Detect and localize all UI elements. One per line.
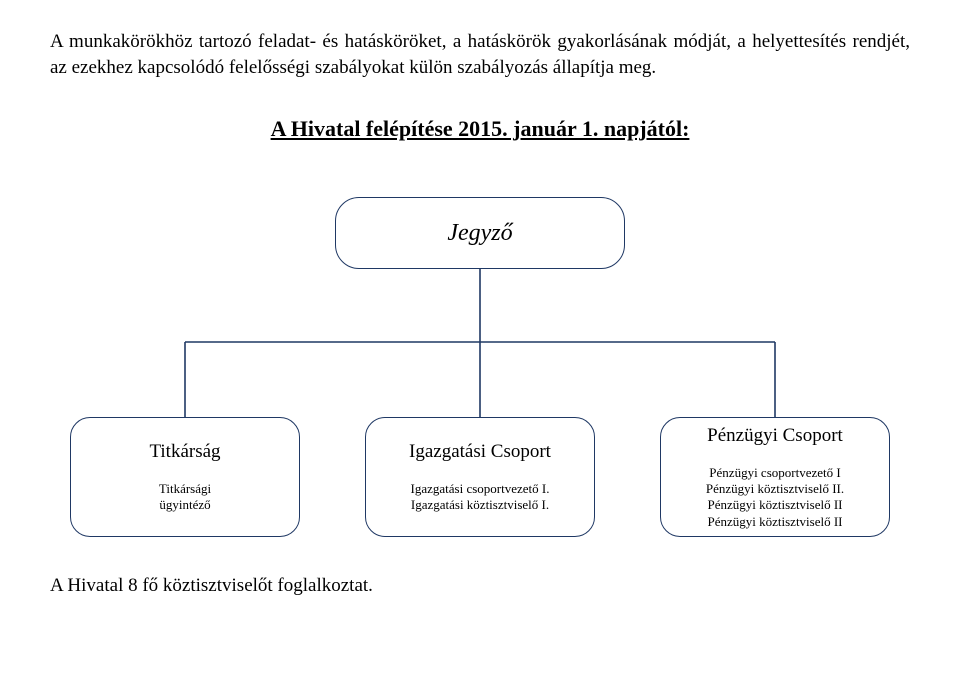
org-child-sub-line: Pénzügyi köztisztviselő II xyxy=(706,514,844,530)
org-child-node: Titkárság Titkárságiügyintéző xyxy=(70,417,300,537)
org-root-node: Jegyző xyxy=(335,197,625,269)
org-child-sub-line: Igazgatási köztisztviselő I. xyxy=(411,497,550,513)
org-child-title: Igazgatási Csoport xyxy=(409,441,551,463)
heading-wrap: A Hivatal felépítése 2015. január 1. nap… xyxy=(50,116,910,142)
intro-paragraph: A munkakörökhöz tartozó feladat- és hatá… xyxy=(50,29,910,81)
org-child-sub-line: Pénzügyi csoportvezető I xyxy=(706,465,844,481)
footer-line: A Hivatal 8 fő köztisztviselőt foglalkoz… xyxy=(50,575,910,597)
org-root-label: Jegyző xyxy=(447,220,512,247)
org-child-sub-line: Igazgatási csoportvezető I. xyxy=(411,481,550,497)
org-child-title: Titkárság xyxy=(149,441,220,463)
page-heading: A Hivatal felépítése 2015. január 1. nap… xyxy=(271,116,690,142)
org-chart: Jegyző Titkárság Titkárságiügyintéző Iga… xyxy=(50,197,910,537)
org-child-sub-line: ügyintéző xyxy=(159,497,211,513)
org-child-subs: Pénzügyi csoportvezető IPénzügyi köztisz… xyxy=(706,465,844,530)
org-child-sub-line: Pénzügyi köztisztviselő II xyxy=(706,497,844,513)
org-child-sub-line: Pénzügyi köztisztviselő II. xyxy=(706,481,844,497)
org-child-title: Pénzügyi Csoport xyxy=(707,425,843,447)
org-child-node: Igazgatási Csoport Igazgatási csoportvez… xyxy=(365,417,595,537)
org-child-sub-line: Titkársági xyxy=(159,481,211,497)
org-child-subs: Igazgatási csoportvezető I.Igazgatási kö… xyxy=(411,481,550,514)
org-child-node: Pénzügyi Csoport Pénzügyi csoportvezető … xyxy=(660,417,890,537)
org-child-subs: Titkárságiügyintéző xyxy=(159,481,211,514)
page: A munkakörökhöz tartozó feladat- és hatá… xyxy=(0,0,960,678)
